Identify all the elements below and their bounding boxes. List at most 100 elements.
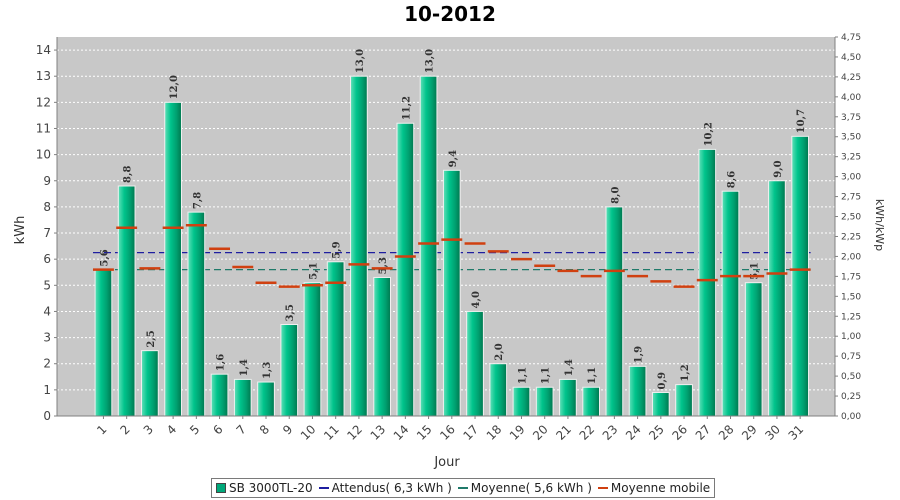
bar: [698, 148, 717, 417]
x-tick-label: 19: [507, 422, 528, 443]
y2-tick-label: 4,00: [841, 93, 861, 103]
bar-value-label: 1,3: [262, 362, 273, 379]
bar-value-label: 1,2: [680, 364, 691, 381]
bar-value-label: 13,0: [425, 49, 436, 73]
y2-tick-label: 1,00: [841, 332, 861, 342]
bar: [117, 185, 136, 417]
y-tick-label: 8: [43, 200, 51, 214]
bar: [257, 381, 275, 417]
y-axis-label: kWh: [13, 216, 28, 245]
y2-tick-label: 1,50: [841, 292, 861, 302]
legend: SB 3000TL-20 Attendus( 6,3 kWh ) Moyenne…: [211, 478, 716, 498]
y2-tick-label: 0,00: [841, 412, 861, 422]
bar-value-label: 2,0: [494, 343, 505, 360]
bar-value-label: 5,9: [332, 241, 343, 258]
y-tick-label: 13: [36, 69, 51, 83]
bar: [675, 384, 693, 417]
x-tick-label: 9: [280, 422, 295, 437]
y-tick-label: 5: [43, 278, 51, 292]
x-tick-label: 17: [460, 422, 481, 443]
legend-swatch-moving-average: [597, 487, 608, 489]
bar: [489, 363, 508, 417]
bar-value-label: 8,6: [726, 171, 737, 188]
y-tick-label: 4: [43, 304, 51, 318]
y-tick-label: 1: [43, 383, 51, 397]
x-tick-label: 14: [391, 422, 412, 443]
x-tick-label: 11: [321, 422, 342, 443]
bar-value-label: 5,3: [378, 257, 389, 274]
x-tick-label: 5: [187, 422, 202, 437]
bar: [280, 324, 299, 417]
y2-axis-label: kWh/kWp: [873, 199, 886, 251]
y2-tick-label: 4,50: [841, 53, 861, 63]
x-tick-label: 12: [344, 422, 365, 443]
bar: [396, 122, 415, 417]
bar: [210, 373, 229, 417]
bar-value-label: 1,4: [564, 359, 575, 376]
x-tick-label: 26: [669, 422, 690, 443]
bar: [326, 261, 345, 417]
bar: [466, 310, 484, 417]
x-tick-label: 2: [117, 422, 132, 437]
y2-tick-label: 2,50: [841, 213, 861, 223]
bar: [744, 282, 763, 417]
bar-value-label: 3,5: [285, 304, 296, 321]
y-tick-label: 14: [36, 43, 51, 57]
bar: [373, 276, 391, 417]
x-tick-label: 20: [530, 422, 551, 443]
bar-value-label: 5,1: [750, 262, 761, 279]
bar: [303, 282, 322, 417]
bar: [164, 101, 182, 417]
y2-tick-label: 4,75: [841, 33, 861, 43]
bar-value-label: 10,2: [703, 122, 714, 146]
x-axis-ticks: 1 2 3 4 5 6 7 8 9 10 11 12 13 14 15 16 17 18 19 20 21 22 23 24 2…: [94, 416, 806, 443]
y2-tick-label: 0,25: [841, 392, 861, 402]
moving-average-series: [92, 223, 811, 288]
x-axis-label: Jour: [433, 455, 460, 470]
bar: [512, 386, 531, 417]
legend-swatch-bars: [216, 483, 226, 493]
y2-tick-label: 0,75: [841, 352, 861, 362]
chart-title: 10-2012: [404, 2, 496, 26]
x-tick-label: 1: [94, 422, 109, 437]
legend-item-average: Moyenne( 5,6 kWh ): [457, 481, 592, 495]
bar-value-labels: 5,6 8,8 2,5 12,0 7,8 1,6 1,4 1,3 3,5 5,1 5,9 13,0 5,…: [99, 49, 807, 390]
bar-value-label: 1,1: [517, 367, 528, 384]
bar-value-label: 13,0: [355, 49, 366, 73]
y2-tick-label: 4,25: [841, 73, 861, 83]
legend-item-bars: SB 3000TL-20: [216, 481, 313, 495]
x-tick-label: 29: [739, 422, 760, 443]
bar: [94, 269, 113, 417]
y2-tick-label: 3,75: [841, 113, 861, 123]
bar: [535, 386, 554, 417]
y2-tick-label: 2,25: [841, 232, 861, 242]
y2-tick-label: 3,50: [841, 133, 861, 143]
legend-label-average: Moyenne( 5,6 kWh ): [470, 481, 592, 495]
bar: [721, 190, 740, 417]
legend-swatch-average: [457, 487, 468, 489]
y2-axis-ticks: 0,00 0,25 0,50 0,75 1,00 1,25 1,50 1,75 2,00 2,25…: [835, 33, 861, 422]
x-tick-label: 8: [257, 422, 272, 437]
bar: [582, 386, 601, 417]
bar: [791, 135, 810, 417]
bar-value-label: 7,8: [192, 192, 203, 209]
bar: [559, 378, 577, 417]
bar-value-label: 1,1: [587, 367, 598, 384]
bar: [233, 378, 252, 417]
y-tick-label: 11: [36, 121, 51, 135]
bar-value-label: 1,9: [634, 346, 645, 363]
x-tick-label: 15: [414, 422, 435, 443]
x-tick-label: 22: [577, 422, 598, 443]
bar: [628, 365, 647, 417]
bar-value-label: 4,0: [471, 291, 482, 308]
x-tick-label: 16: [437, 422, 458, 443]
bar-series: [94, 75, 810, 417]
bar-value-label: 11,2: [401, 96, 412, 120]
y-tick-label: 3: [43, 331, 51, 345]
bar-value-label: 5,1: [308, 262, 319, 279]
bar-value-label: 0,9: [657, 372, 668, 389]
y2-tick-label: 3,00: [841, 173, 861, 183]
y2-tick-label: 2,75: [841, 193, 861, 203]
bar-value-label: 10,7: [796, 109, 807, 133]
